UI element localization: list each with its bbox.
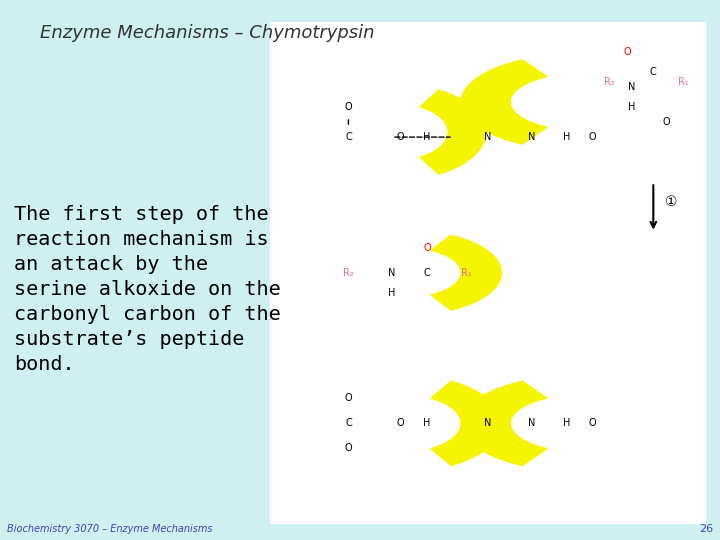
Text: R₁: R₁ [461,268,472,278]
Text: O: O [588,418,596,428]
Text: 26: 26 [698,523,713,534]
Text: N: N [484,418,492,428]
Text: N: N [484,132,492,142]
Text: O: O [397,132,405,142]
Text: R₂: R₂ [604,77,615,87]
Text: N: N [388,268,396,278]
Text: O: O [345,102,352,112]
Text: O: O [662,117,670,127]
Text: O: O [588,132,596,142]
Text: H: H [423,418,431,428]
Text: R₁: R₁ [678,77,689,87]
Text: O: O [345,393,352,403]
Text: C: C [650,67,657,77]
Text: H: H [423,132,431,142]
Text: ①: ① [665,195,677,210]
Polygon shape [462,381,547,465]
Text: O: O [397,418,405,428]
Text: N: N [628,82,635,92]
Text: Biochemistry 3070 – Enzyme Mechanisms: Biochemistry 3070 – Enzyme Mechanisms [7,523,212,534]
Text: C: C [423,268,430,278]
Text: C: C [345,132,352,142]
Text: Enzyme Mechanisms – Chymotrypsin: Enzyme Mechanisms – Chymotrypsin [40,24,374,42]
Text: O: O [345,443,352,454]
Text: H: H [388,288,396,298]
Text: N: N [528,418,535,428]
FancyBboxPatch shape [270,22,706,524]
Polygon shape [420,90,485,174]
Polygon shape [431,235,501,310]
Text: H: H [628,102,635,112]
Text: H: H [562,132,570,142]
Text: O: O [624,47,631,57]
Polygon shape [462,60,547,144]
Text: O: O [423,242,431,253]
Text: H: H [562,418,570,428]
Text: The first step of the
reaction mechanism is
an attack by the
serine alkoxide on : The first step of the reaction mechanism… [14,205,281,374]
Text: R₂: R₂ [343,268,354,278]
Text: N: N [528,132,535,142]
Text: C: C [345,418,352,428]
Polygon shape [431,381,501,465]
